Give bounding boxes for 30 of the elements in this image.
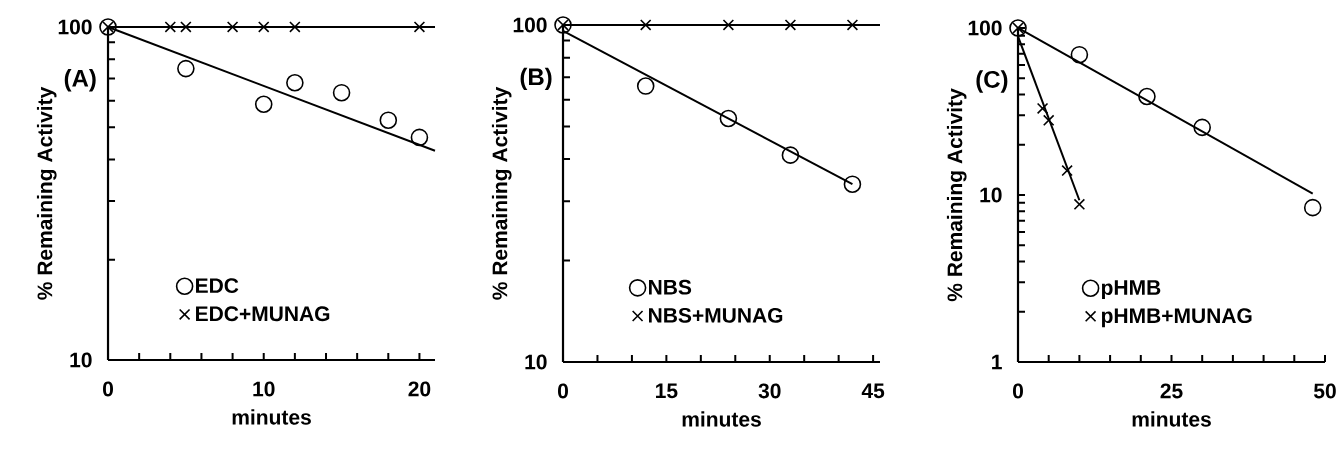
x-tick-label: 25 <box>1160 383 1183 399</box>
legend-label: NBS <box>649 279 692 295</box>
legend-label: EDC <box>196 278 239 294</box>
x-tick-label: 45 <box>861 383 885 399</box>
legend-label: EDC+MUNAG <box>196 306 330 322</box>
x-tick-label: 20 <box>408 381 431 397</box>
y-tick-label: 100 <box>58 19 92 35</box>
text: (B) <box>520 67 552 91</box>
x-tick-label: 0 <box>103 381 113 397</box>
y-tick-label: 1 <box>992 354 1002 370</box>
legend-label: pHMB <box>1101 280 1161 300</box>
x-tick-label: 50 <box>1313 383 1336 399</box>
x-axis-title: minutes <box>682 411 761 427</box>
y-axis-title: % Remaining Activity <box>36 86 57 300</box>
legend-label: NBS+MUNAG <box>649 307 783 323</box>
text: (A) <box>64 69 96 92</box>
x-axis-title: minutes <box>1132 411 1211 427</box>
y-tick-label: 100 <box>968 20 1002 36</box>
x-axis-title: minutes <box>232 409 311 425</box>
y-tick-label: 10 <box>980 187 1002 203</box>
y-axis-title: % Remaining Activity <box>491 86 512 300</box>
x-tick-label: 0 <box>558 383 568 399</box>
x-tick-label: 15 <box>656 383 678 399</box>
x-tick-label: 0 <box>1012 383 1023 399</box>
legend-label: pHMB+MUNAG <box>1101 308 1252 328</box>
text: (C) <box>976 70 1008 93</box>
x-tick-label: 30 <box>758 383 781 399</box>
x-tick-label: 10 <box>253 381 275 397</box>
y-axis-title: % Remaining Activity <box>946 88 967 302</box>
y-tick-label: 100 <box>513 17 547 33</box>
